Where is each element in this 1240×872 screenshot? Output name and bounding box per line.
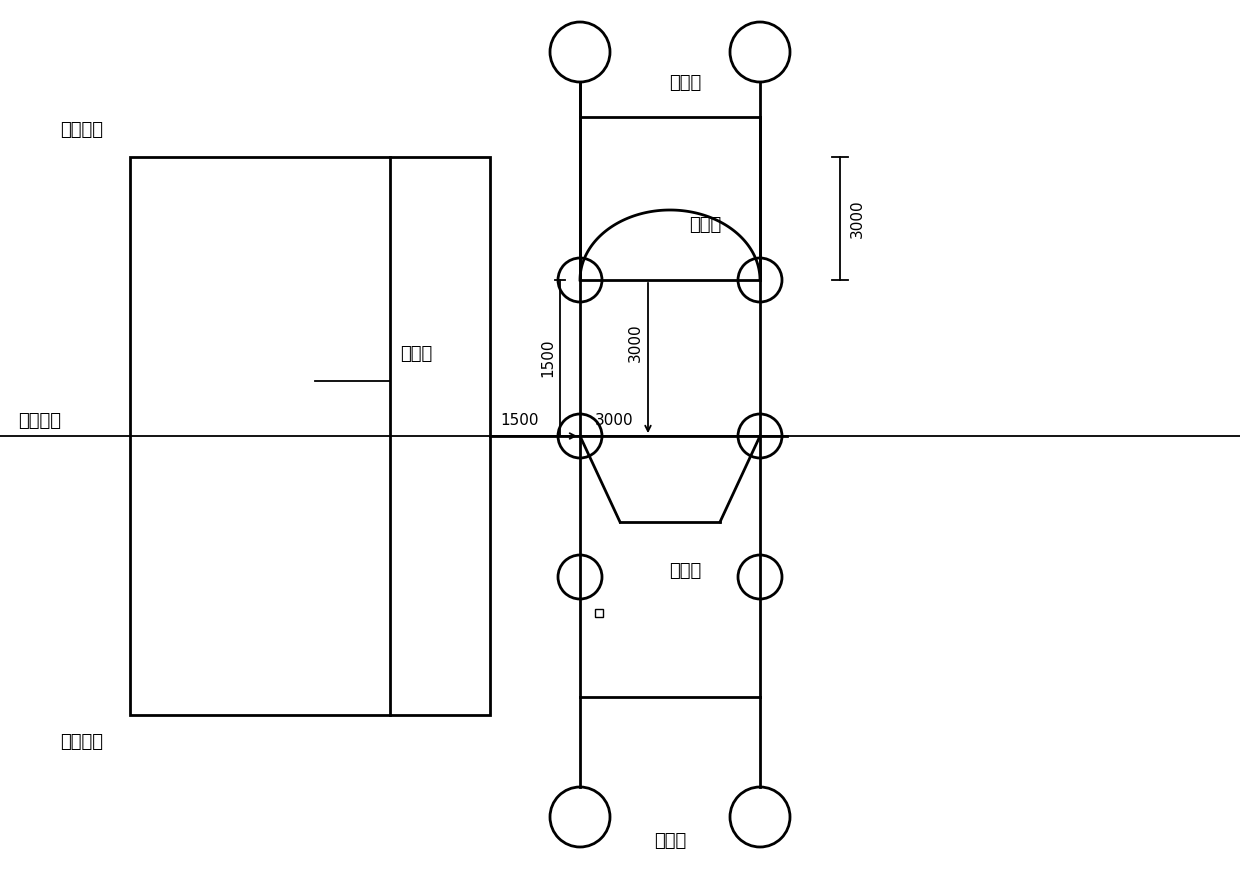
Text: 3000: 3000 [595, 413, 634, 428]
Text: 泄压孔: 泄压孔 [653, 832, 686, 850]
Bar [595, 609, 603, 617]
Text: 3000: 3000 [627, 324, 644, 362]
Text: 1500: 1500 [500, 413, 538, 428]
Text: 1500: 1500 [539, 338, 556, 378]
Text: 泄压孔: 泄压孔 [668, 74, 701, 92]
Text: 注浆孔: 注浆孔 [668, 562, 701, 580]
Text: 刀盘面: 刀盘面 [401, 345, 433, 363]
Text: 3000: 3000 [849, 199, 866, 238]
Bar [130, 157, 490, 715]
Text: 隔道边线: 隔道边线 [60, 121, 103, 139]
Text: 隔道中线: 隔道中线 [19, 412, 61, 430]
Text: 注浆孔: 注浆孔 [689, 216, 722, 234]
Text: 隔道边线: 隔道边线 [60, 733, 103, 751]
